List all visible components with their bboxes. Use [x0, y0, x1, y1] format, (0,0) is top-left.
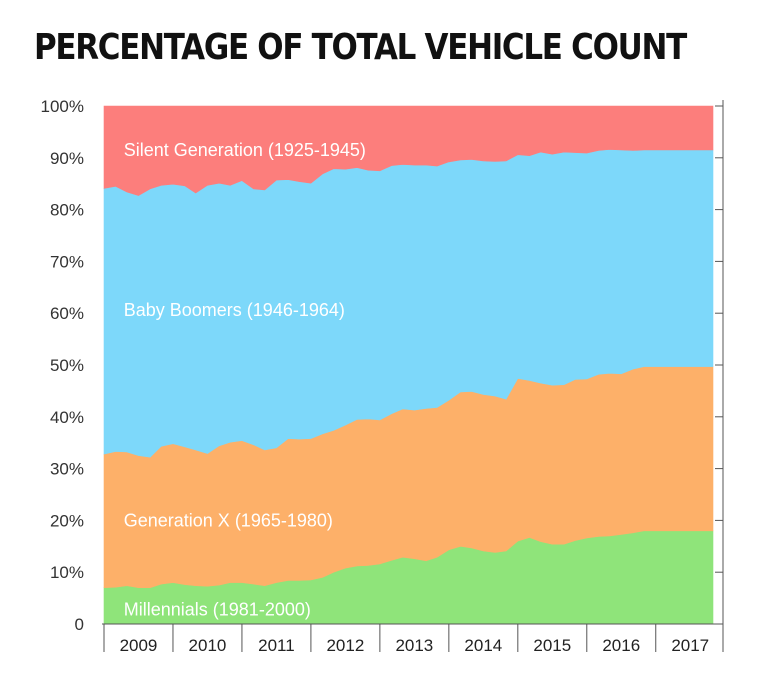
y-tick-label: 40% — [50, 408, 84, 427]
chart-title: PERCENTAGE OF TOTAL VEHICLE COUNT — [34, 27, 687, 68]
x-tick-label: 2013 — [395, 636, 433, 655]
x-tick-label: 2014 — [464, 636, 502, 655]
y-tick-label: 60% — [50, 304, 84, 323]
area-silent-generation — [103, 105, 714, 196]
y-tick-label: 80% — [50, 201, 84, 220]
series-label-baby-boomers: Baby Boomers (1946-1964) — [124, 300, 345, 320]
x-tick-label: 2011 — [258, 636, 295, 655]
series-label-silent-generation: Silent Generation (1925-1945) — [124, 140, 366, 160]
series-labels: Millennials (1981-2000) Generation X (196… — [124, 140, 366, 619]
y-tick-label: 30% — [50, 460, 84, 479]
series-label-generation-x: Generation X (1965-1980) — [124, 510, 333, 530]
y-tick-label: 70% — [50, 252, 84, 271]
y-tick-label: 0 — [75, 615, 84, 634]
x-tick-label: 2012 — [326, 636, 364, 655]
y-tick-label: 20% — [50, 511, 84, 530]
x-tick-label: 2009 — [120, 636, 158, 655]
x-tick-label: 2010 — [189, 636, 227, 655]
x-tick-label: 2016 — [602, 636, 640, 655]
series-label-millennials: Millennials (1981-2000) — [124, 599, 311, 619]
area-layers — [103, 105, 714, 625]
y-tick-label: 10% — [50, 563, 84, 582]
chart-axes: 0 10% 20% 30% 40% 50% 60% 70% 80% 90% 100% 2009 2010… — [41, 97, 724, 655]
y-tick-label: 90% — [50, 149, 84, 168]
y-tick-label: 100% — [41, 97, 84, 116]
x-tick-label: 2017 — [671, 636, 709, 655]
y-tick-label: 50% — [50, 356, 84, 375]
x-tick-label: 2015 — [533, 636, 571, 655]
